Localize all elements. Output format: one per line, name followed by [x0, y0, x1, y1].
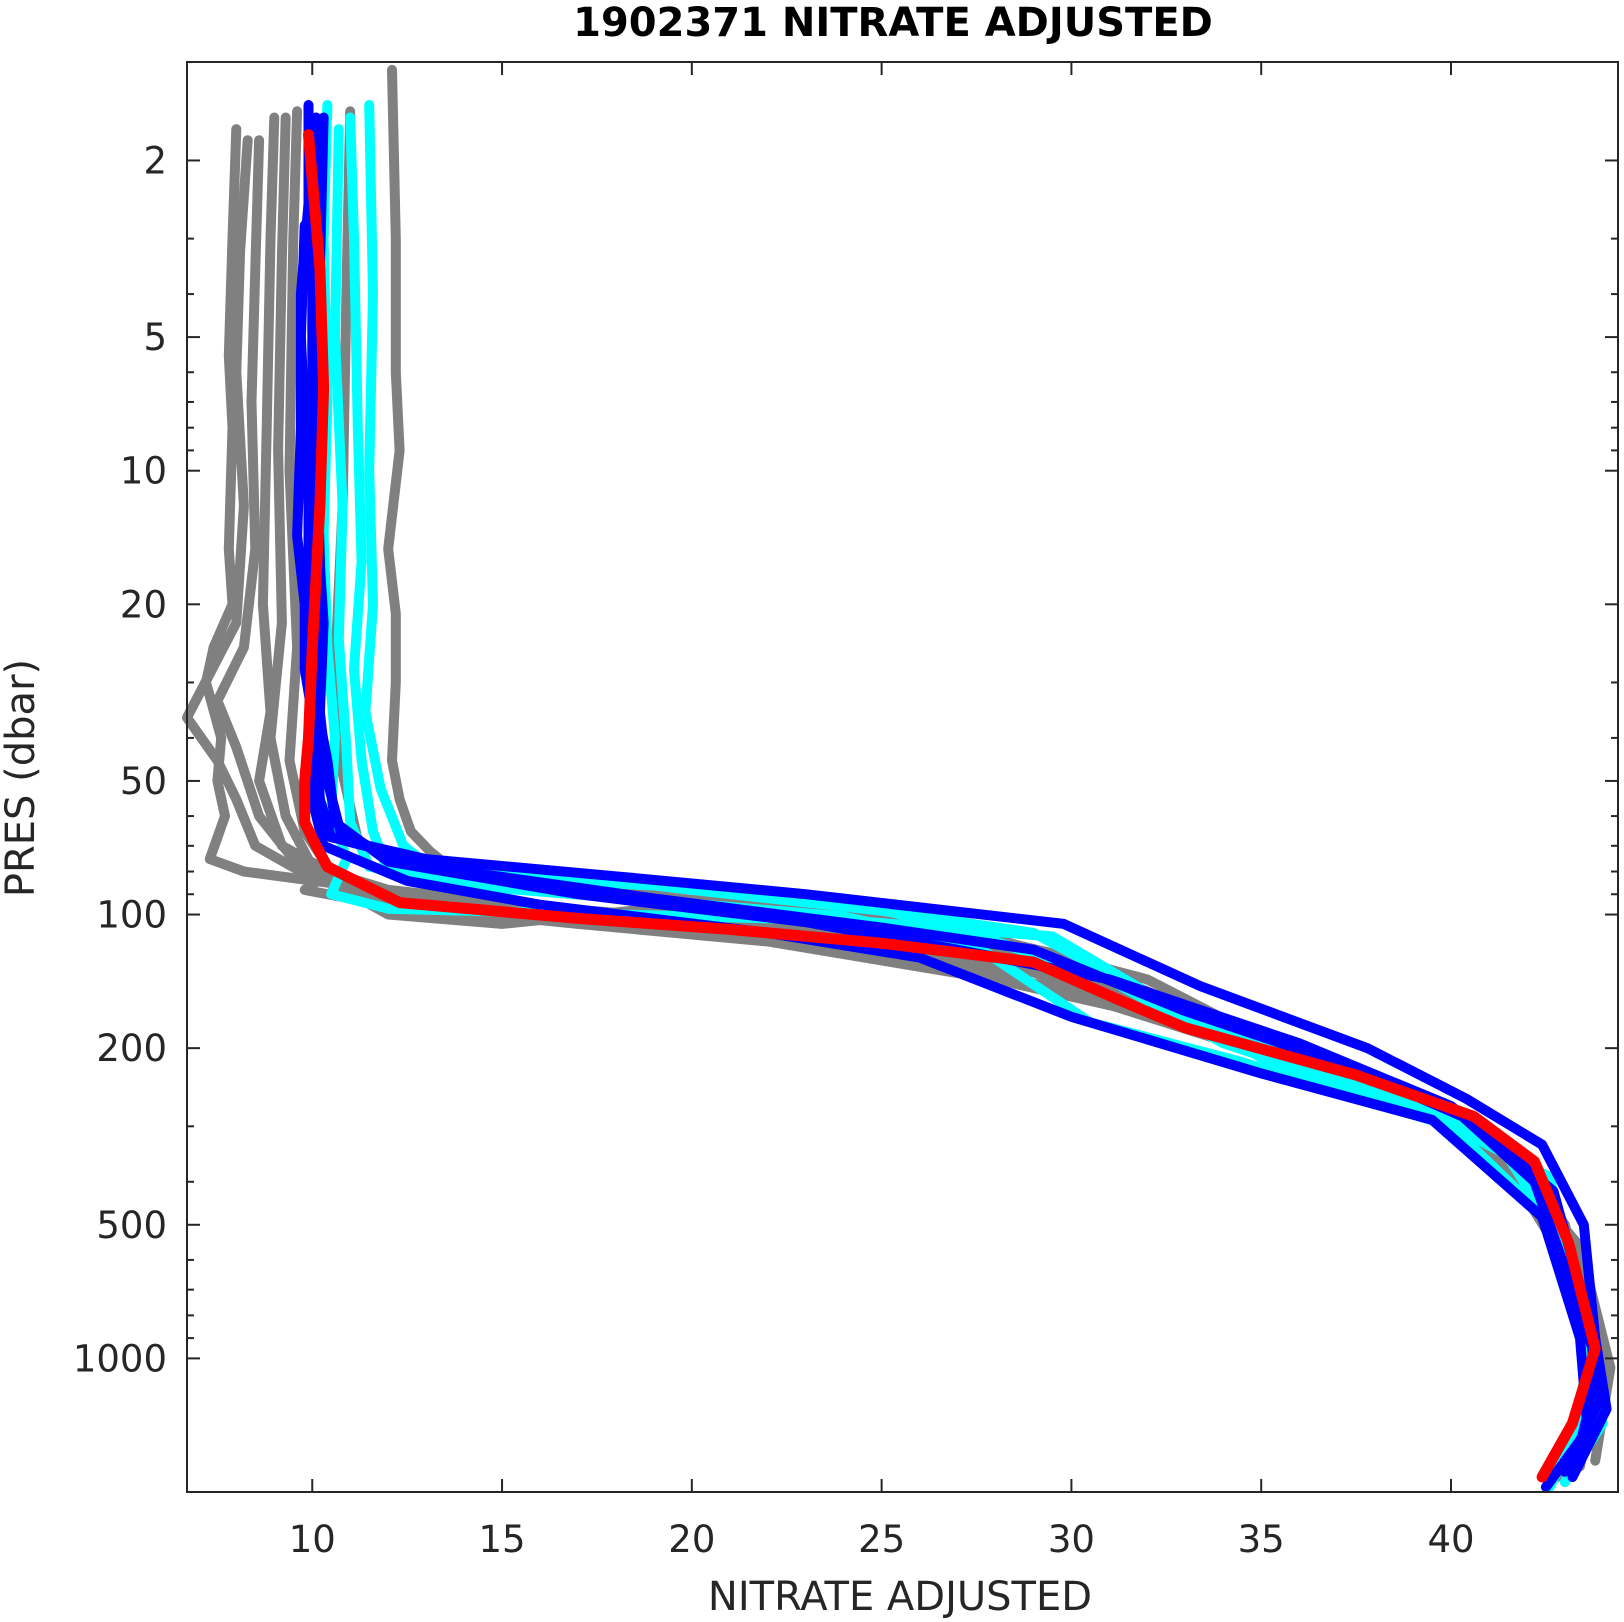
y-tick-label: 500 — [96, 1204, 167, 1247]
x-tick-label: 35 — [1238, 1518, 1285, 1561]
x-tick-label: 40 — [1427, 1518, 1474, 1561]
profile-lines — [182, 64, 1616, 1493]
x-tick-label: 30 — [1048, 1518, 1095, 1561]
y-tick-label: 50 — [120, 760, 167, 803]
y-tick-label: 5 — [143, 316, 167, 359]
x-tick-label: 25 — [858, 1518, 905, 1561]
y-tick-label: 200 — [96, 1027, 167, 1070]
y-tick-label: 10 — [120, 450, 167, 493]
axes-box — [186, 61, 1619, 1493]
y-tick-label: 1000 — [73, 1337, 167, 1380]
x-tick-label: 15 — [479, 1518, 526, 1561]
profile-line-blue-8 — [292, 100, 1612, 1482]
x-tick-label: 20 — [668, 1518, 715, 1561]
x-tick-label: 10 — [289, 1518, 336, 1561]
y-tick-label: 100 — [96, 894, 167, 937]
x-axis-label: NITRATE ADJUSTED — [708, 1574, 1092, 1620]
profile-line-red-16 — [299, 129, 1601, 1483]
y-axis-label: PRES (dbar) — [0, 659, 44, 897]
chart-title: 1902371 NITRATE ADJUSTED — [573, 0, 1213, 46]
y-tick-label: 20 — [120, 583, 167, 626]
y-tick-label: 2 — [143, 139, 167, 182]
